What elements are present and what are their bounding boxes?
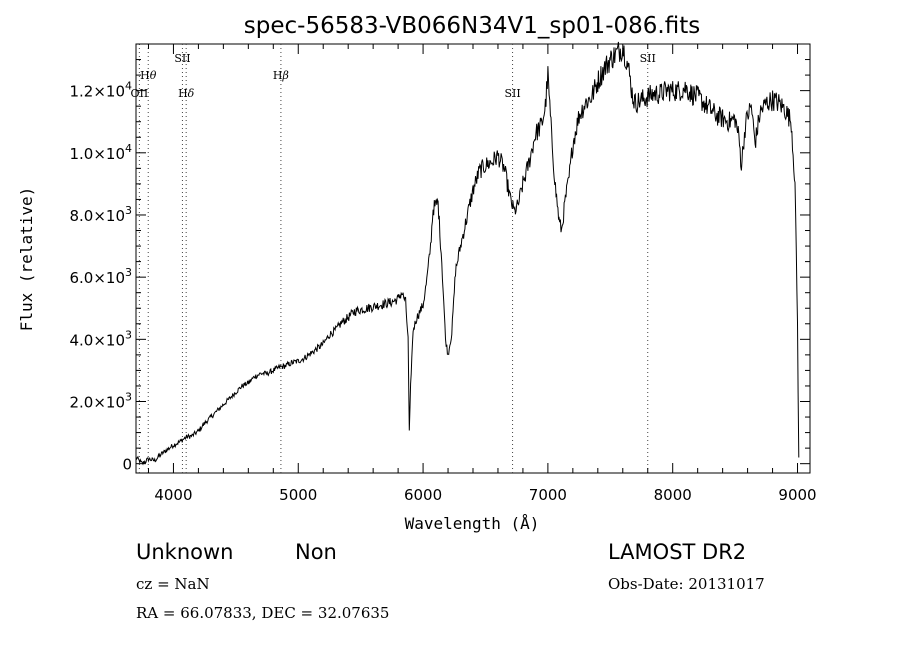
cz-readout: cz = NaN xyxy=(136,575,210,593)
line-marker-label: SII xyxy=(504,87,520,100)
y-tick-label: 2.0×103 xyxy=(69,391,132,412)
line-marker-label: OII xyxy=(131,87,149,100)
subclass-label: Non xyxy=(295,540,337,564)
spectral-line-markers: Hθ OII SII Hδ Hβ SII SII xyxy=(131,44,656,473)
survey-label: LAMOST DR2 xyxy=(608,540,747,564)
line-marker-label: Hδ xyxy=(178,87,195,100)
line-marker-label: SII xyxy=(640,52,656,65)
class-label: Unknown xyxy=(136,540,234,564)
x-tick-label: 7000 xyxy=(529,486,567,504)
y-tick-label: 8.0×103 xyxy=(69,204,132,225)
line-marker-label: Hβ xyxy=(273,69,289,82)
x-axis: 4000 5000 6000 7000 8000 9000 xyxy=(147,44,817,504)
obs-date-readout: Obs-Date: 20131017 xyxy=(608,575,765,593)
line-marker-label: Hθ xyxy=(140,69,157,82)
plot-frame xyxy=(135,43,811,474)
coordinates-readout: RA = 66.07833, DEC = 32.07635 xyxy=(136,604,390,622)
line-marker-label: SII xyxy=(174,52,190,65)
y-tick-label: 1.0×104 xyxy=(69,142,132,163)
y-tick-label: 6.0×103 xyxy=(69,266,132,287)
x-tick-label: 4000 xyxy=(154,486,192,504)
chart-title: spec-56583-VB066N34V1_sp01-086.fits xyxy=(244,13,700,39)
x-tick-label: 6000 xyxy=(404,486,442,504)
y-axis-label: Flux (relative) xyxy=(17,187,36,332)
y-tick-label: 4.0×103 xyxy=(69,328,132,349)
x-tick-label: 8000 xyxy=(654,486,692,504)
x-tick-label: 5000 xyxy=(279,486,317,504)
y-axis: 0 2.0×103 4.0×103 6.0×103 8.0×103 1.0×104 1.2×… xyxy=(69,43,810,474)
y-tick-label: 0 xyxy=(122,456,132,474)
y-tick-label: 1.2×104 xyxy=(69,80,132,101)
spectrum-series-line xyxy=(135,41,800,466)
x-axis-label: Wavelength (Å) xyxy=(405,514,540,533)
x-tick-label: 9000 xyxy=(778,486,816,504)
